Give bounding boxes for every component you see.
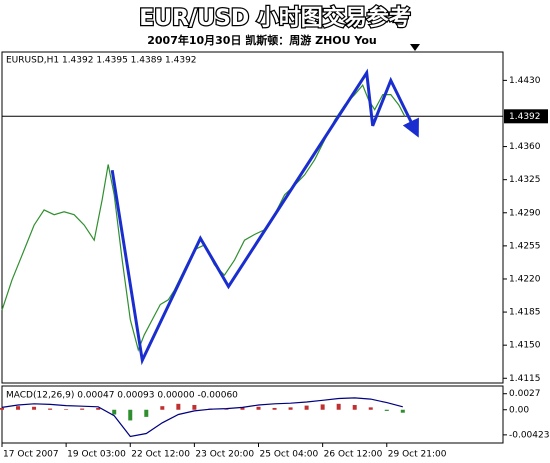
chart-title: EUR/USD 小时图交易参考 (139, 5, 411, 31)
bar (240, 407, 245, 410)
line (110, 68, 419, 366)
shift-marker (410, 44, 420, 51)
y-tick-label: 1.4290 (509, 208, 541, 218)
macd-label: MACD(12,26,9) 0.00047 0.00093 0.00000 -0… (6, 391, 238, 401)
y-tick-label: 1.4150 (509, 341, 541, 351)
x-tick-label: 17 Oct 2007 (3, 450, 59, 460)
x-tick-label: 19 Oct 03:00 (67, 450, 126, 460)
bar (384, 409, 389, 411)
bar (112, 409, 117, 415)
bar (192, 405, 197, 410)
current-price-box (504, 109, 548, 124)
y-tick-label: 1.4255 (509, 241, 541, 251)
bar (160, 406, 165, 410)
y-tick-label: 1.4115 (509, 374, 541, 384)
bar (16, 406, 21, 410)
bar (80, 408, 85, 410)
bar (64, 409, 69, 410)
bar (272, 407, 277, 410)
macd-panel (1, 385, 504, 444)
bar (288, 407, 293, 410)
y-tick-label: 0.0027 (509, 389, 541, 399)
line (1, 397, 403, 438)
bar (32, 406, 37, 410)
chart-subtitle: 2007年10月30日 凯斯顿：周游 ZHOU You (147, 33, 377, 47)
bar (256, 406, 261, 410)
price-panel (1, 51, 504, 384)
x-tick-label: 22 Oct 12:00 (131, 450, 190, 460)
bar (128, 409, 133, 421)
instrument-label: EURUSD,H1 1.4392 1.4395 1.4389 1.4392 (6, 56, 197, 66)
y-tick-label: 1.4220 (509, 274, 541, 284)
bar (352, 405, 357, 410)
bar (368, 407, 373, 410)
y-tick-label: -0.00423 (509, 430, 549, 440)
current-price-label: 1.4392 (509, 112, 541, 122)
bar (144, 409, 149, 417)
bar (48, 408, 53, 410)
x-tick-label: 29 Oct 21:00 (388, 450, 447, 460)
bar (176, 403, 181, 410)
y-tick-label: 1.4360 (509, 142, 541, 152)
y-tick-label: 1.4430 (509, 76, 541, 86)
y-tick-label: 1.4325 (509, 175, 541, 185)
bar (336, 403, 341, 410)
bar (0, 407, 4, 410)
bar (320, 404, 325, 410)
y-tick-label: 0.00 (509, 405, 529, 415)
x-tick-label: 26 Oct 12:00 (324, 450, 383, 460)
x-tick-label: 23 Oct 20:00 (195, 450, 254, 460)
bar (224, 409, 229, 410)
bar (96, 407, 101, 410)
y-tick-label: 1.4185 (509, 308, 541, 318)
bar (400, 409, 405, 413)
bar (304, 405, 309, 410)
x-tick-label: 25 Oct 04:00 (260, 450, 319, 460)
